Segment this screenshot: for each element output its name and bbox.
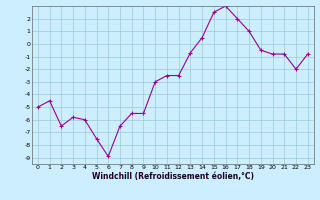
X-axis label: Windchill (Refroidissement éolien,°C): Windchill (Refroidissement éolien,°C)	[92, 172, 254, 181]
